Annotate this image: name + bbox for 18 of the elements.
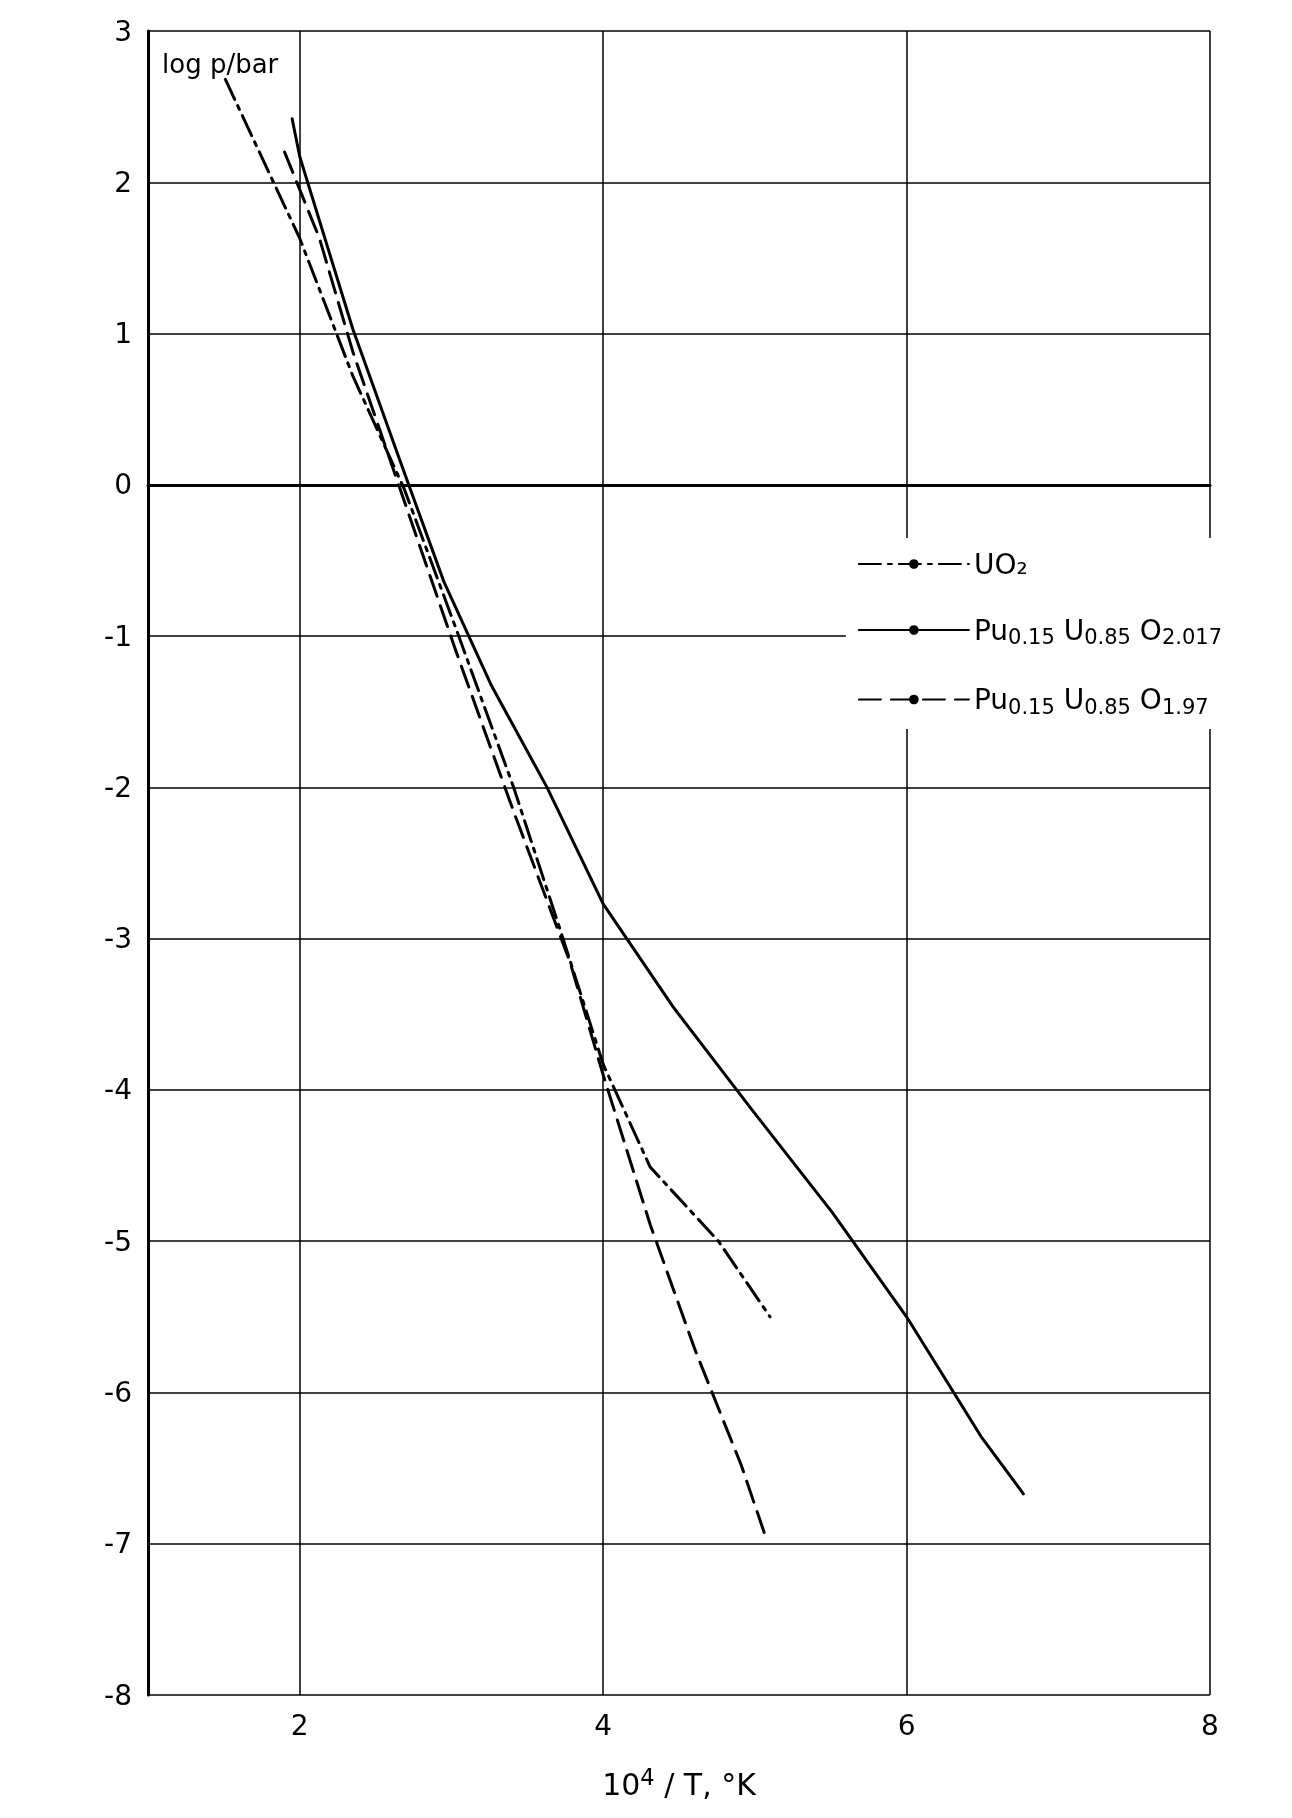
y-tick-label: -6: [104, 1375, 132, 1409]
legend-label: UO₂: [973, 547, 1028, 581]
y-tick-label: -4: [104, 1073, 132, 1107]
y-tick-label: -7: [104, 1527, 132, 1561]
y-tick-label: 0: [114, 468, 132, 502]
x-tick-label: 2: [290, 1708, 309, 1742]
y-tick-label: 3: [114, 14, 132, 48]
y-axis-title: log p/bar: [162, 49, 279, 79]
y-tick-label: 1: [114, 317, 132, 351]
y-tick-label: 2: [114, 165, 132, 199]
x-tick-label: 8: [1201, 1708, 1219, 1742]
y-tick-label: -8: [104, 1678, 132, 1712]
y-tick-label: -3: [104, 922, 132, 956]
y-tick-label: -2: [104, 770, 132, 804]
x-tick-label: 6: [897, 1708, 916, 1742]
y-tick-label: -1: [104, 619, 132, 653]
x-tick-label: 4: [594, 1708, 613, 1742]
y-tick-label: -5: [104, 1224, 132, 1258]
